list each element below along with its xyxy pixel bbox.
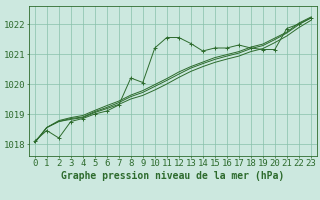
X-axis label: Graphe pression niveau de la mer (hPa): Graphe pression niveau de la mer (hPa) <box>61 171 284 181</box>
